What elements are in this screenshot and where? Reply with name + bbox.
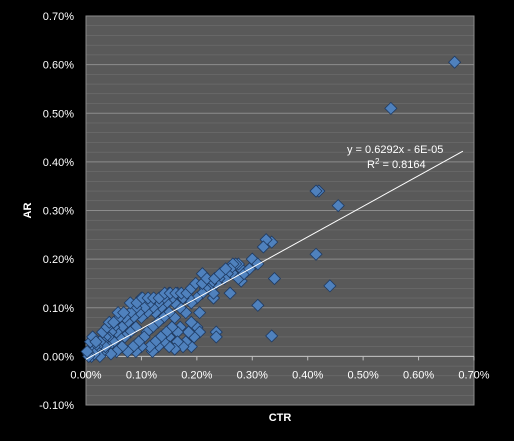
trendline-equation: y = 0.6292x - 6E-05 bbox=[347, 144, 443, 156]
data-point bbox=[267, 272, 282, 286]
data-point bbox=[384, 101, 398, 115]
r2-prefix: R bbox=[367, 159, 375, 171]
y-tick-label: 0.70% bbox=[43, 11, 74, 23]
data-point bbox=[309, 184, 323, 198]
y-axis-title: AR bbox=[22, 203, 34, 219]
trendline bbox=[85, 150, 464, 360]
trendline-r-squared: R2 = 0.8164 bbox=[367, 157, 426, 172]
x-axis-title: CTR bbox=[269, 412, 292, 424]
y-tick-labels: -0.10% 0.00% 0.10% 0.20% 0.30% 0.40% 0.50% 0.60… bbox=[39, 11, 74, 412]
data-point bbox=[331, 199, 345, 213]
x-tick-label: 0.60% bbox=[403, 369, 434, 381]
x-tick-label: 0.30% bbox=[237, 369, 268, 381]
r2-superscript: 2 bbox=[375, 157, 380, 166]
y-tick-label: 0.20% bbox=[43, 254, 74, 266]
data-point bbox=[219, 262, 233, 276]
x-tick-label: 0.20% bbox=[181, 369, 212, 381]
data-point bbox=[309, 247, 323, 261]
x-tick-label: 0.00% bbox=[70, 369, 101, 381]
data-point bbox=[448, 55, 462, 69]
x-tick-label: 0.70% bbox=[458, 369, 489, 381]
x-tick-label: 0.40% bbox=[292, 369, 323, 381]
data-point bbox=[89, 335, 103, 349]
x-tick-label: 0.50% bbox=[348, 369, 379, 381]
data-point bbox=[256, 240, 270, 254]
data-point bbox=[209, 330, 223, 344]
data-point bbox=[251, 298, 265, 312]
x-tick-labels: 0.00% 0.10% 0.20% 0.30% 0.40% 0.50% 0.60% 0.70% bbox=[70, 356, 490, 381]
data-point bbox=[80, 344, 94, 359]
y-tick-label: 0.10% bbox=[43, 303, 74, 315]
y-tick-label: 0.00% bbox=[43, 351, 74, 363]
y-tick-label: 0.30% bbox=[43, 206, 74, 218]
data-point bbox=[323, 279, 337, 293]
x-tick-label: 0.10% bbox=[126, 369, 157, 381]
data-point bbox=[117, 306, 131, 320]
data-points bbox=[80, 55, 462, 363]
y-tick-label: 0.40% bbox=[43, 157, 74, 169]
data-point bbox=[265, 329, 279, 343]
data-point bbox=[193, 306, 207, 320]
data-point bbox=[223, 286, 237, 300]
y-tick-label: -0.10% bbox=[39, 400, 74, 412]
data-point bbox=[107, 315, 121, 329]
y-tick-label: 0.60% bbox=[43, 60, 74, 72]
r2-value: = 0.8164 bbox=[379, 159, 425, 171]
y-tick-label: 0.50% bbox=[43, 108, 74, 120]
